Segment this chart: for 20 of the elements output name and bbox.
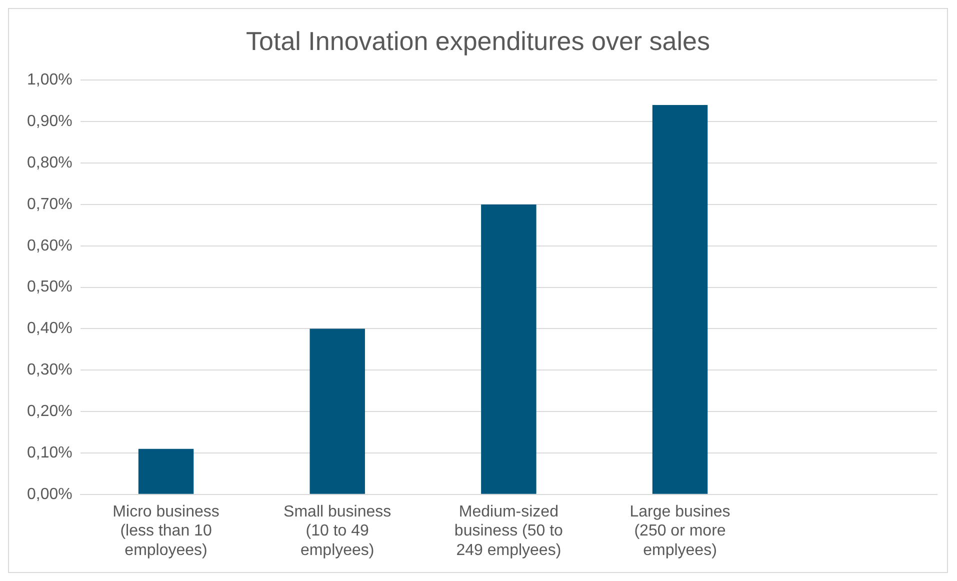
x-tick-label: Large busines (250 or more emplyees) <box>630 503 730 559</box>
y-tick-label: 0,00% <box>26 486 72 503</box>
y-tick-label: 0,70% <box>26 196 72 213</box>
y-tick-label: 0,50% <box>26 278 72 296</box>
x-tick-label: Micro business (less than 10 employees) <box>112 503 220 559</box>
y-tick-label: 0,10% <box>26 444 72 462</box>
y-tick-label: 0,80% <box>26 154 72 172</box>
chart-title: Total Innovation expenditures over sales <box>246 26 710 56</box>
x-tick-label: Small business (10 to 49 emplyees) <box>284 503 392 559</box>
y-tick-label: 1,00% <box>26 72 72 89</box>
x-tick-label: Medium-sized business (50 to 249 emplyees) <box>454 503 564 559</box>
bar <box>481 204 536 494</box>
y-tick-label: 0,40% <box>26 320 72 338</box>
y-tick-label: 0,90% <box>26 113 72 130</box>
bar <box>652 105 708 494</box>
y-tick-label: 0,20% <box>26 402 72 420</box>
y-tick-label: 0,30% <box>26 362 72 379</box>
y-tick-label: 0,60% <box>26 237 72 254</box>
bar <box>138 448 194 494</box>
bar <box>310 328 365 494</box>
